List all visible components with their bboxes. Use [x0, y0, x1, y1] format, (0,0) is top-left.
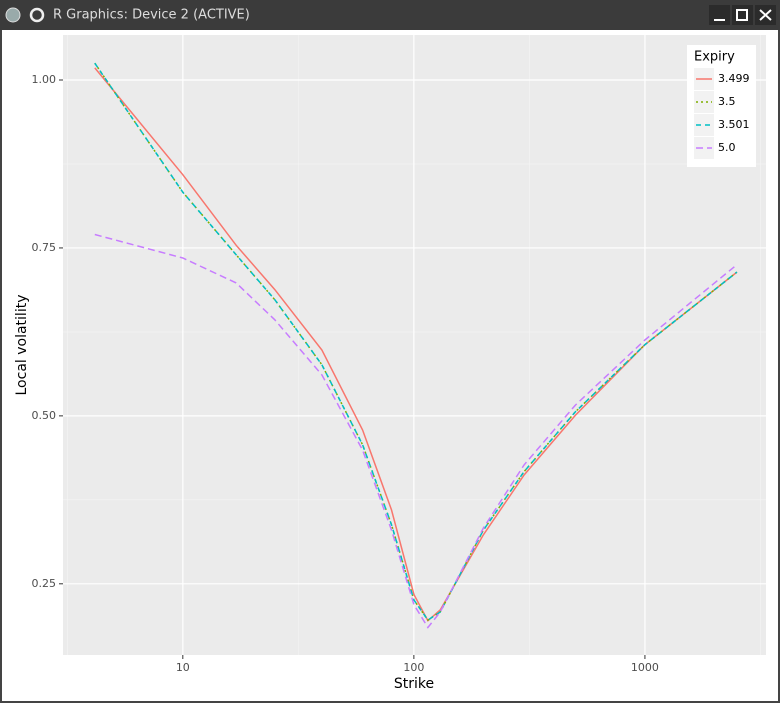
series-line — [94, 62, 738, 622]
plot-panel — [63, 35, 766, 655]
legend: Expiry 3.499 3.5 3.501 5.0 — [687, 45, 756, 167]
menu-button[interactable] — [29, 7, 45, 23]
plot: 10 100 1000 0.25 0.50 0.75 1.00 Expiry 3.499 3.5 3… — [32, 35, 766, 674]
title-bar — [0, 0, 780, 30]
legend-key — [694, 114, 714, 136]
legend-title: Expiry — [694, 50, 735, 65]
close-icon — [759, 9, 772, 21]
y-tick-label: 1.00 — [32, 73, 57, 86]
series-line — [94, 67, 738, 622]
maximize-button[interactable] — [732, 5, 753, 25]
maximize-icon — [736, 9, 748, 21]
legend-label: 3.5 — [718, 95, 736, 108]
x-tick-label: 10 — [176, 661, 190, 674]
y-tick-label: 0.50 — [32, 409, 57, 422]
legend-label: 3.499 — [718, 72, 750, 85]
window-title: R Graphics: Device 2 (ACTIVE) — [53, 8, 250, 23]
r-icon — [5, 7, 21, 23]
y-axis-title: Local volatility — [14, 295, 30, 396]
legend-key — [694, 137, 714, 159]
legend-key — [694, 91, 714, 113]
x-axis-title: Strike — [394, 676, 434, 692]
minimize-button[interactable] — [709, 5, 730, 25]
series-line — [94, 233, 738, 629]
x-tick-label: 100 — [403, 661, 424, 674]
y-tick-label: 0.25 — [32, 577, 57, 590]
y-tick-label: 0.75 — [32, 241, 57, 254]
x-tick-label: 1000 — [631, 661, 659, 674]
legend-label: 3.501 — [718, 118, 750, 131]
legend-label: 5.0 — [718, 141, 736, 154]
